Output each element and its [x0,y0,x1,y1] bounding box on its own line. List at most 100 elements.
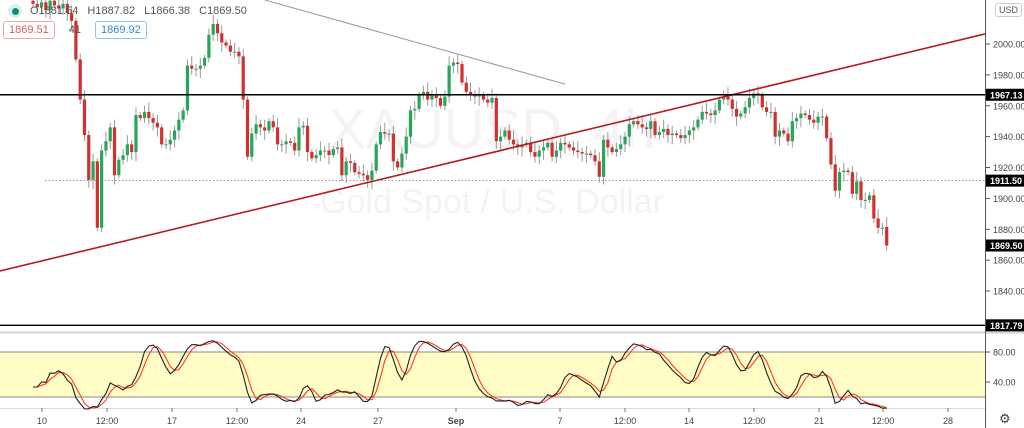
candle-body [396,161,400,168]
candle-body [855,181,859,194]
drawings[interactable] [0,0,986,327]
candle-body [78,59,82,100]
candle-body [816,116,820,123]
candle-body [215,23,220,34]
candle-body [674,133,679,136]
candle-body [837,172,842,191]
symbol-legend: O1881.54 H1887.82 L1866.38 C1869.50 [8,4,253,18]
candle-body [503,130,507,137]
open-value: O1881.54 [30,5,79,17]
time-tick-label: 28 [943,416,953,426]
candle-body [885,226,889,246]
candle-body [335,147,340,149]
candle-body [250,133,254,157]
candle-body [288,141,292,143]
candle-body [374,144,378,171]
candle-body [795,118,799,122]
candle-body [172,130,177,140]
buy-button[interactable]: 1869.92 [95,21,147,39]
price-label-box [986,319,1024,332]
candle-body [713,110,717,116]
candle-body [430,94,434,100]
candle-body [662,128,666,133]
candle-body [606,139,610,148]
settings-gear-icon[interactable]: ⚙ [999,411,1011,426]
candle-body [82,99,87,136]
price-tick-label: 1960.00 [993,101,1024,111]
candle-body [872,195,876,219]
candle-body [679,135,683,139]
price-label: 1967.13 [990,90,1023,100]
candle-body [426,91,430,100]
candle-body [35,3,39,7]
price-tick-label: 2000.00 [993,40,1024,50]
candle-body [228,45,232,52]
candle-body [717,99,721,111]
time-tick-label: 24 [296,416,306,426]
trendline-resistance [264,0,566,85]
candle-body [683,135,687,139]
candle-body [434,94,438,99]
candle-body [550,142,554,157]
sell-button[interactable]: 1869.51 [3,21,55,39]
candle-body [812,119,816,123]
candle-body [692,127,696,131]
candle-body [353,162,357,173]
candle-body [100,150,104,228]
candle-body [378,132,383,145]
candle-body [391,133,395,162]
candle-body [653,121,657,136]
price-tick-label: 1840.00 [993,287,1024,297]
candle-body [318,150,323,156]
price-label: 1817.79 [990,321,1023,331]
candle-body [138,115,142,119]
candle-body [400,153,404,168]
candle-body [142,111,147,119]
candle-body [408,110,413,137]
candle-body [331,148,335,156]
candle-body [640,124,644,128]
candle-body [490,98,494,103]
candle-body [700,111,704,120]
candle-body [211,23,215,35]
price-label: 1911.50 [990,176,1022,186]
candle-body [739,113,743,117]
candle-body [258,124,262,128]
candle-body [284,141,288,145]
candle-body [709,113,713,116]
candle-body [57,5,61,9]
candle-body [48,0,52,11]
candle-body [95,161,99,228]
candle-body [413,108,417,111]
candle-body [722,96,726,100]
candle-body [571,147,576,151]
candle-body [443,96,447,106]
candle-body [134,115,138,153]
candle-body [52,0,57,6]
price-tick-label: 1920.00 [993,163,1024,173]
time-axis[interactable]: 10 12:00 17 12:00 24 27 Sep 7 12:00 14 12:00 21 12:0… [37,408,953,426]
candle-body [108,127,112,142]
candle-body [867,195,872,200]
candle-body [825,116,829,139]
candle-body [112,127,117,176]
candle-body [769,111,773,113]
spread-value: 41 [68,24,82,36]
candle-body [233,51,237,53]
candle-body [456,62,460,65]
price-label: 1869.50 [990,241,1023,251]
currency-button[interactable]: USD [995,3,1023,17]
time-tick-label: 12:00 [743,416,766,426]
candle-body [786,133,790,142]
time-tick-label: 12:00 [872,416,895,426]
stoch-k-line [33,340,887,410]
candle-body [481,94,486,100]
candle-body [842,170,846,173]
candle-body [451,62,456,66]
candle-body [280,144,284,146]
candle-body [541,147,546,151]
candle-body [829,138,833,165]
time-tick-label: 27 [373,416,383,426]
price-axis[interactable]: 2000.00 1980.00 1960.00 1940.00 1920.00 1900.… [986,40,1024,388]
